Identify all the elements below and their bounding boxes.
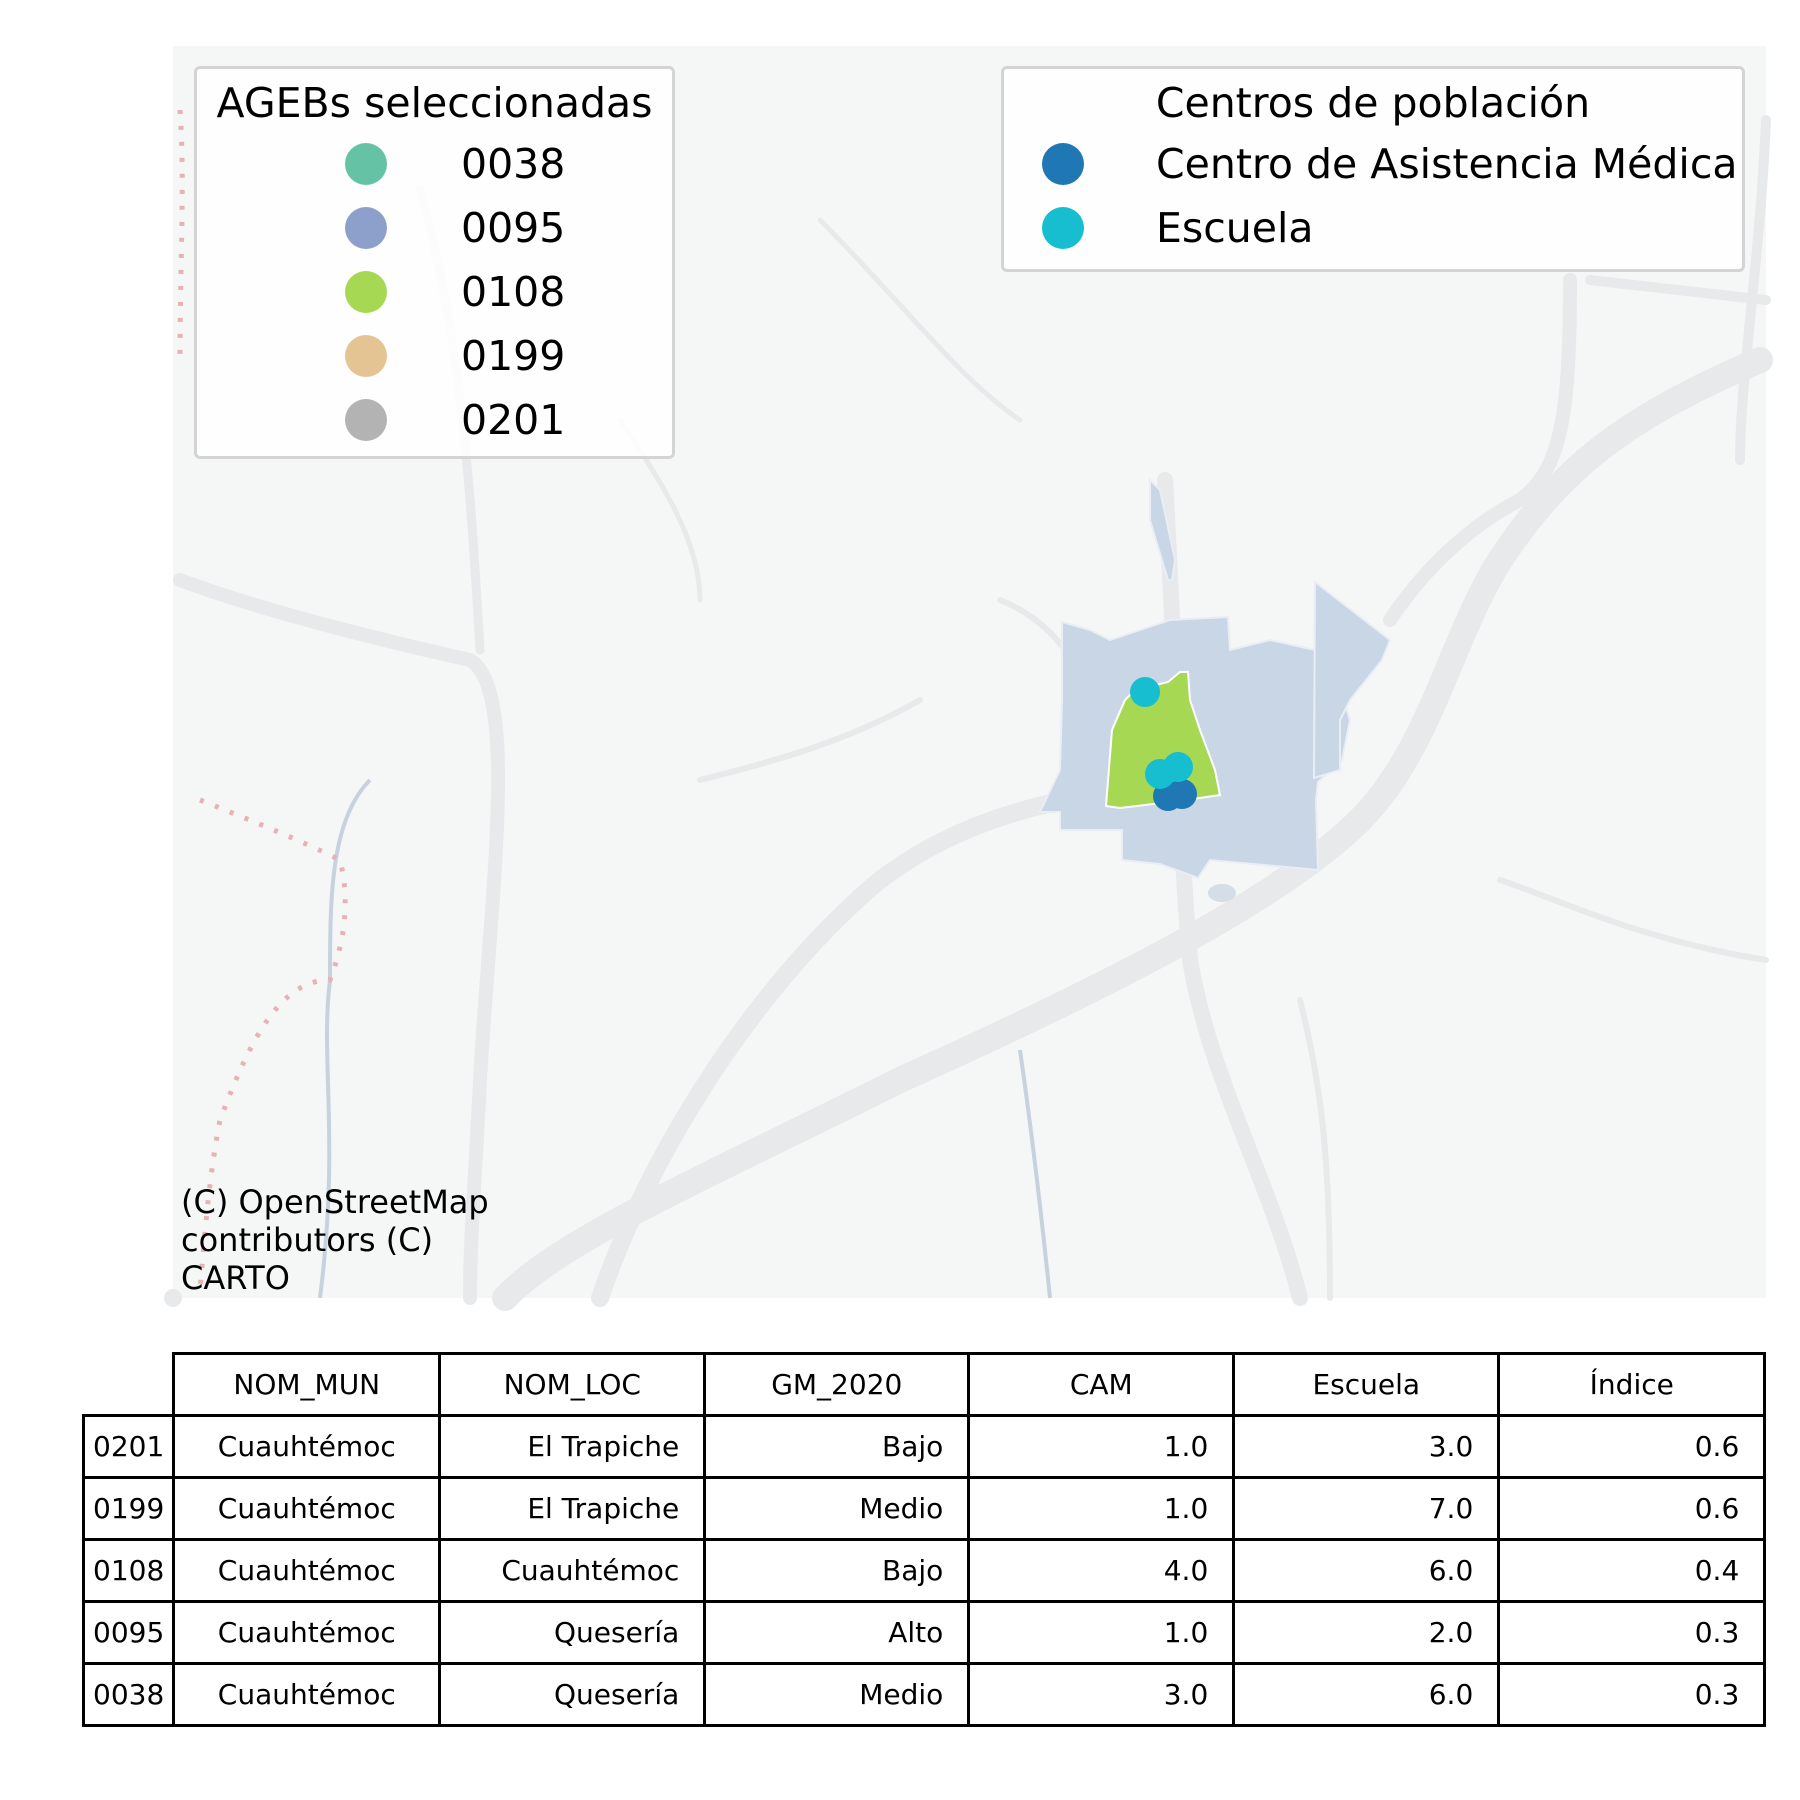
cell-indice: 0.3 bbox=[1497, 1600, 1767, 1665]
ageb-legend-label: 0038 bbox=[461, 140, 566, 188]
ageb-data-table: NOM_MUN NOM_LOC GM_2020 CAM Escuela Índi… bbox=[81, 1352, 1767, 1727]
column-header: Escuela bbox=[1232, 1352, 1501, 1417]
cell-cam: 1.0 bbox=[967, 1414, 1236, 1479]
ageb-legend: AGEBs seleccionadas 0038 0095 0108 0199 … bbox=[194, 66, 675, 459]
table-row: 0108 Cuauhtémoc Cuauhtémoc Bajo 4.0 6.0 … bbox=[81, 1538, 1767, 1603]
column-header: NOM_LOC bbox=[438, 1352, 707, 1417]
cell-indice: 0.3 bbox=[1497, 1662, 1767, 1727]
river-west bbox=[318, 778, 372, 1299]
cell-cam: 3.0 bbox=[967, 1662, 1236, 1727]
cell-nom-mun: Cuauhtémoc bbox=[172, 1600, 442, 1665]
ageb-swatch bbox=[345, 399, 387, 441]
centro-swatch bbox=[1042, 143, 1084, 185]
road-ne-edge bbox=[1735, 115, 1771, 465]
table-row: 0038 Cuauhtémoc Quesería Medio 3.0 6.0 0… bbox=[81, 1662, 1767, 1727]
stream-south bbox=[1018, 1049, 1052, 1299]
ageb-swatch bbox=[345, 207, 387, 249]
centros-legend-label: Centro de Asistencia Médica bbox=[1156, 140, 1738, 188]
table-corner bbox=[83, 1353, 176, 1417]
road-east bbox=[1383, 273, 1577, 627]
centros-legend-item: Escuela bbox=[1004, 196, 1742, 260]
poi-markers[interactable] bbox=[1130, 677, 1197, 811]
ageb-legend-label: 0095 bbox=[461, 204, 566, 252]
ageb-legend-label: 0108 bbox=[461, 268, 566, 316]
poi-escuela-marker bbox=[1130, 677, 1160, 707]
poi-cam-marker bbox=[1167, 779, 1197, 809]
ageb-east-lobe bbox=[1312, 579, 1392, 780]
column-header: Índice bbox=[1497, 1352, 1767, 1417]
map-attribution: (C) OpenStreetMap contributors (C) CARTO bbox=[181, 1183, 489, 1297]
column-header: NOM_MUN bbox=[172, 1352, 442, 1417]
column-header: GM_2020 bbox=[703, 1352, 971, 1417]
cell-escuela: 3.0 bbox=[1232, 1414, 1501, 1479]
cell-gm-2020: Medio bbox=[703, 1662, 971, 1727]
cell-nom-mun: Cuauhtémoc bbox=[172, 1476, 442, 1541]
cell-gm-2020: Alto bbox=[703, 1600, 971, 1665]
road-northeast bbox=[1585, 275, 1771, 305]
ageb-legend-title: AGEBs seleccionadas bbox=[216, 79, 653, 127]
highway-main bbox=[492, 347, 1773, 1311]
road-small-3 bbox=[1297, 997, 1333, 1301]
ageb-legend-item: 0095 bbox=[197, 196, 672, 260]
road-small-6 bbox=[817, 217, 1023, 423]
cell-nom-mun: Cuauhtémoc bbox=[172, 1414, 442, 1479]
cell-escuela: 6.0 bbox=[1232, 1538, 1501, 1603]
cell-escuela: 2.0 bbox=[1232, 1600, 1501, 1665]
water-streams bbox=[318, 778, 1052, 1299]
cell-nom-loc: Quesería bbox=[438, 1662, 707, 1727]
cell-gm-2020: Medio bbox=[703, 1476, 971, 1541]
centros-legend: Centros de población Centro de Asistenci… bbox=[1001, 66, 1745, 272]
cell-indice: 0.4 bbox=[1497, 1538, 1767, 1603]
row-id: 0108 bbox=[81, 1538, 176, 1603]
ageb-legend-item: 0199 bbox=[197, 324, 672, 388]
cell-cam: 4.0 bbox=[967, 1538, 1236, 1603]
road-small-1 bbox=[697, 697, 923, 783]
poi-escuela-marker bbox=[1163, 752, 1193, 782]
ageb-legend-item: 0201 bbox=[197, 388, 672, 452]
cell-cam: 1.0 bbox=[967, 1476, 1236, 1541]
cell-nom-mun: Cuauhtémoc bbox=[172, 1538, 442, 1603]
state-boundary bbox=[177, 109, 348, 1291]
road-small-5 bbox=[1497, 877, 1769, 963]
row-id: 0038 bbox=[81, 1662, 176, 1727]
cell-cam: 1.0 bbox=[967, 1600, 1236, 1665]
table-row: 0199 Cuauhtémoc El Trapiche Medio 1.0 7.… bbox=[81, 1476, 1767, 1541]
cell-escuela: 6.0 bbox=[1232, 1662, 1501, 1727]
ageb-swatch bbox=[345, 335, 387, 377]
ageb-north-strip bbox=[1149, 477, 1177, 581]
cell-escuela: 7.0 bbox=[1232, 1476, 1501, 1541]
cell-nom-mun: Cuauhtémoc bbox=[172, 1662, 442, 1727]
table-row: 0201 Cuauhtémoc El Trapiche Bajo 1.0 3.0… bbox=[81, 1414, 1767, 1479]
ageb-legend-item: 0108 bbox=[197, 260, 672, 324]
ageb-swatch bbox=[345, 143, 387, 185]
table-row: 0095 Cuauhtémoc Quesería Alto 1.0 2.0 0.… bbox=[81, 1600, 1767, 1665]
cell-nom-loc: El Trapiche bbox=[438, 1476, 707, 1541]
ageb-swatch bbox=[345, 271, 387, 313]
pond bbox=[1208, 884, 1236, 902]
centros-legend-label: Escuela bbox=[1156, 204, 1314, 252]
cell-indice: 0.6 bbox=[1497, 1476, 1767, 1541]
cell-nom-loc: Cuauhtémoc bbox=[438, 1538, 707, 1603]
row-id: 0201 bbox=[81, 1414, 176, 1479]
centros-legend-title: Centros de población bbox=[1155, 79, 1591, 127]
column-header: CAM bbox=[967, 1352, 1236, 1417]
ageb-legend-item: 0038 bbox=[197, 132, 672, 196]
centro-swatch bbox=[1042, 207, 1084, 249]
table-header-row: NOM_MUN NOM_LOC GM_2020 CAM Escuela Índi… bbox=[83, 1352, 1767, 1417]
cell-nom-loc: Quesería bbox=[438, 1600, 707, 1665]
road-west bbox=[173, 573, 506, 1305]
row-id: 0095 bbox=[81, 1600, 176, 1665]
ageb-legend-label: 0201 bbox=[461, 396, 566, 444]
cell-nom-loc: El Trapiche bbox=[438, 1414, 707, 1479]
cell-gm-2020: Bajo bbox=[703, 1414, 971, 1479]
ageb-legend-label: 0199 bbox=[461, 332, 566, 380]
row-id: 0199 bbox=[81, 1476, 176, 1541]
cell-gm-2020: Bajo bbox=[703, 1538, 971, 1603]
cell-indice: 0.6 bbox=[1497, 1414, 1767, 1479]
centros-legend-item: Centro de Asistencia Médica bbox=[1004, 132, 1742, 196]
